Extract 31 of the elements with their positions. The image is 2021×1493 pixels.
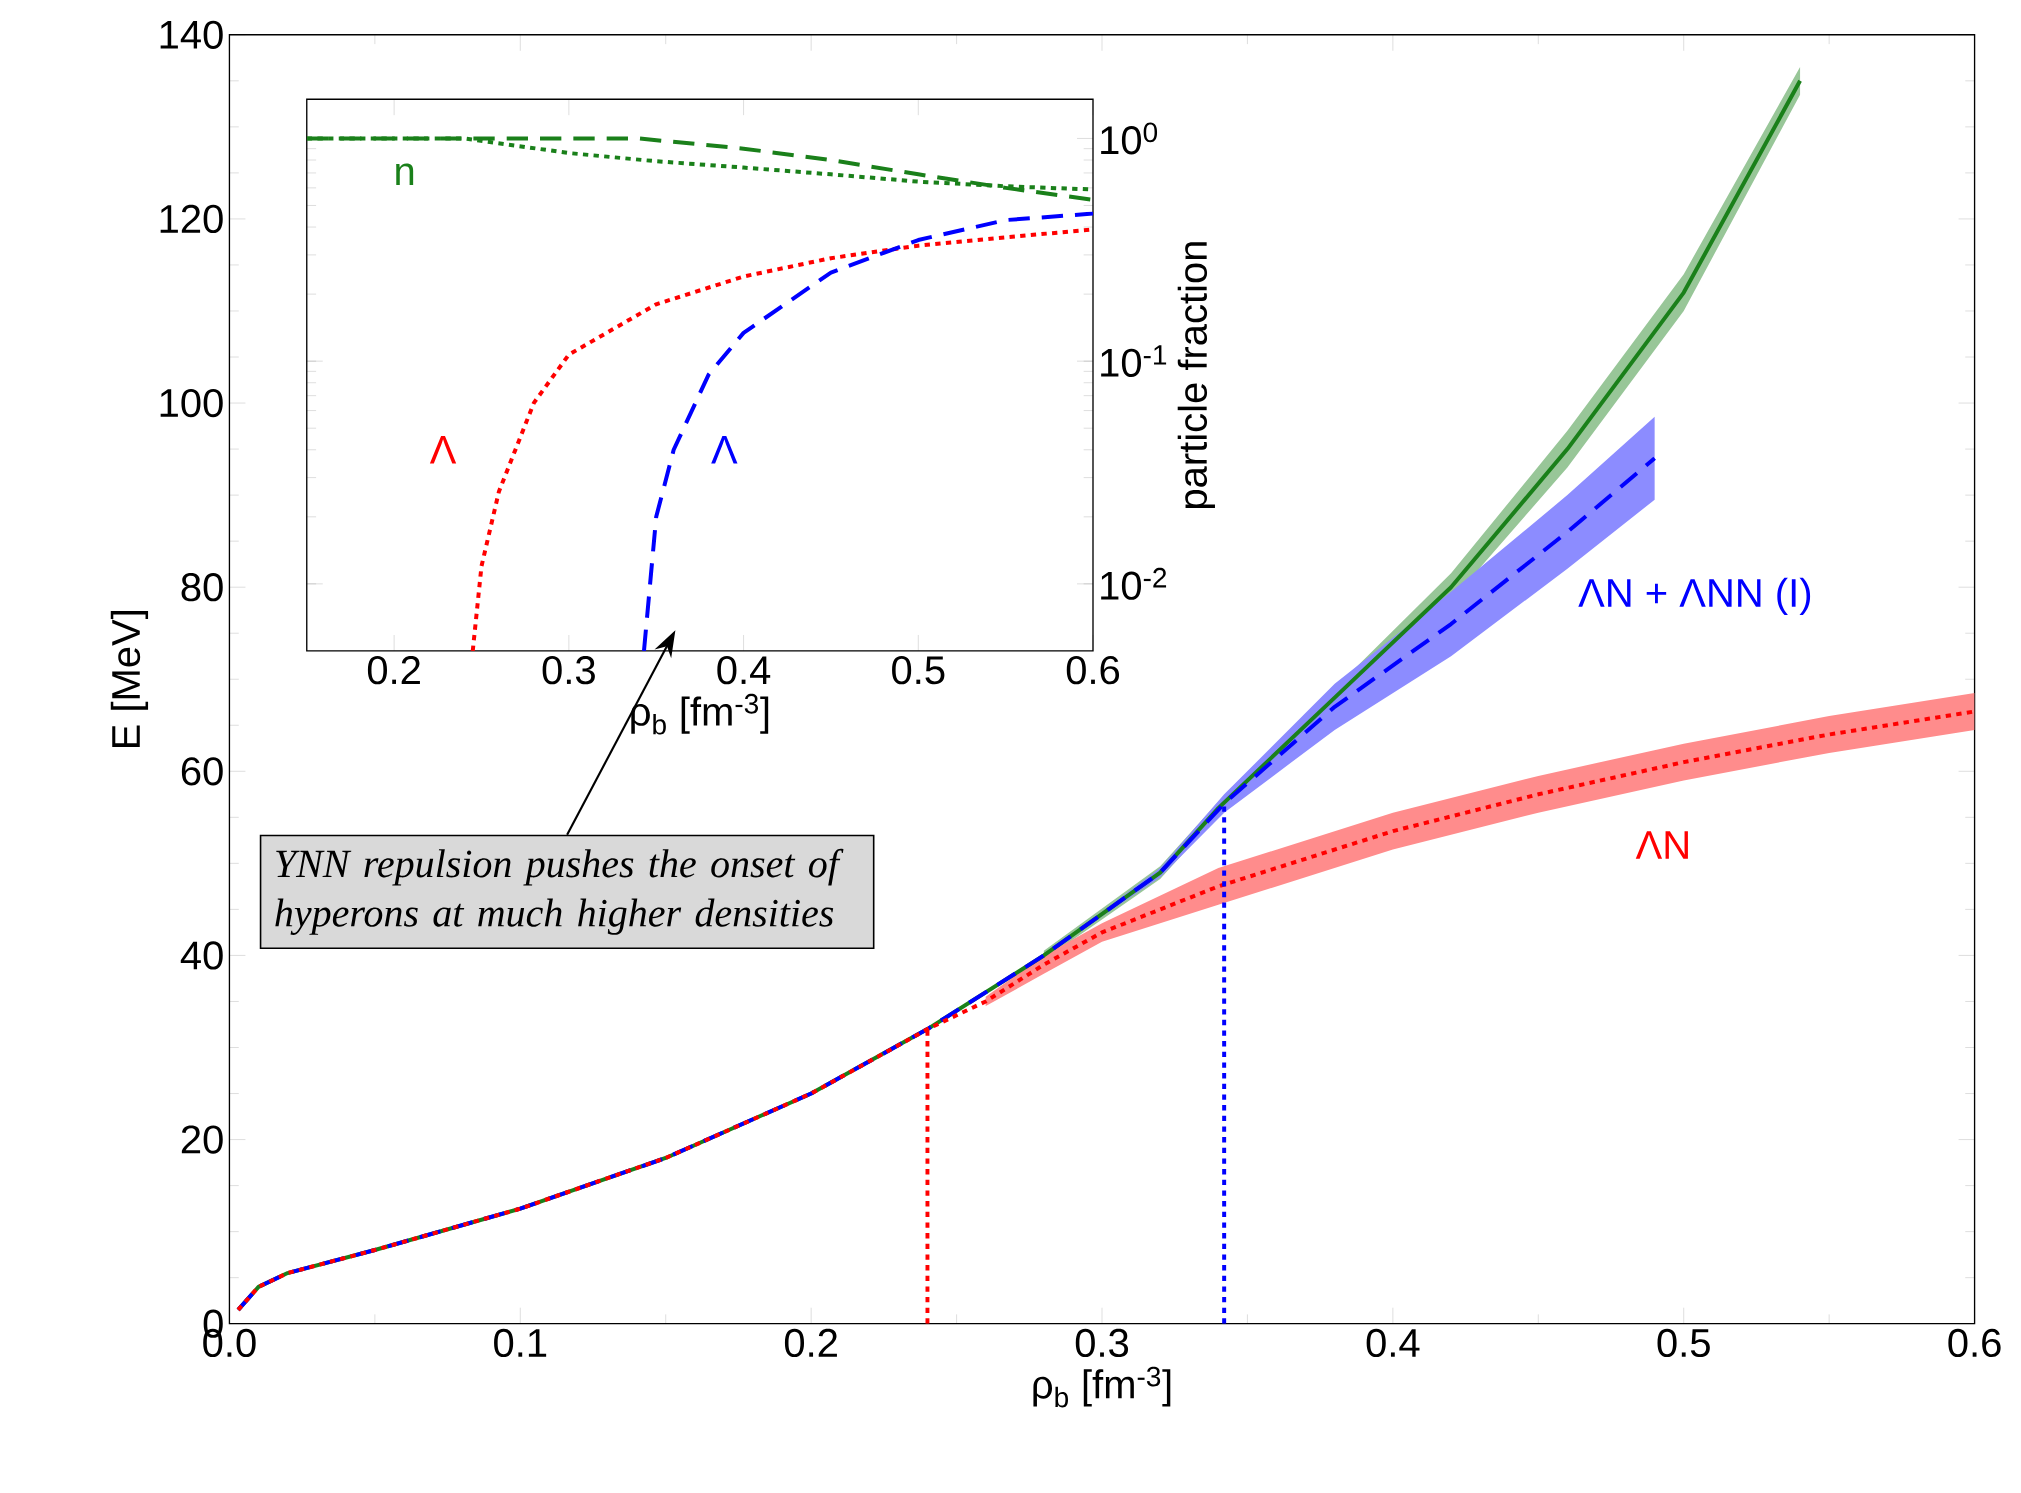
- x-tick-label: 0.2: [367, 656, 420, 685]
- x-tick-label: 0.5: [892, 656, 945, 685]
- series-label: Λ: [711, 436, 738, 464]
- x-tick-label: 0.4: [1366, 1329, 1420, 1358]
- y-tick-label: 80: [181, 573, 223, 602]
- y-tick-label: 10$^{-2}$: [1101, 568, 1167, 601]
- series-label: Λ: [429, 436, 457, 464]
- annotation: YNN repulsion pushes the onset of hyperons at much higher densities: [275, 849, 844, 936]
- x-tick-label: 0.4: [717, 656, 771, 685]
- y-tick-label: 10$^{-1}$: [1101, 345, 1167, 378]
- series-label: ΛN + ΛNN (I): [1578, 577, 1811, 616]
- y-tick-label: 40: [180, 941, 223, 970]
- x-tick-label: 0.5: [1657, 1329, 1710, 1358]
- y-tick-label: 100: [160, 389, 223, 418]
- x-axis-title: ρ$_{b}$ [fm$^{-3}$]: [1033, 1366, 1171, 1408]
- y-tick-label: 140: [160, 20, 223, 50]
- series-label: n: [396, 163, 414, 186]
- y-tick-label: 10$^{0}$: [1101, 122, 1158, 155]
- x-tick-label: 0.6: [1066, 656, 1120, 685]
- x-tick-label: 0.2: [784, 1329, 837, 1358]
- y-tick-label: 20: [181, 1125, 223, 1154]
- y-axis-title: particle fraction: [1177, 242, 1215, 509]
- y-tick-label: 120: [160, 204, 223, 234]
- series-label: ΛN: [1635, 831, 1688, 859]
- x-tick-label: 0.1: [494, 1329, 547, 1358]
- x-axis-title: ρ$_{b}$ [fm$^{-3}$]: [631, 694, 769, 735]
- x-tick-label: 0.3: [1075, 1329, 1129, 1358]
- x-tick-label: 0.6: [1948, 1329, 2001, 1358]
- y-tick-label: 60: [181, 757, 223, 786]
- y-axis-title: E [MeV]: [110, 611, 149, 748]
- x-tick-label: 0.3: [542, 656, 595, 685]
